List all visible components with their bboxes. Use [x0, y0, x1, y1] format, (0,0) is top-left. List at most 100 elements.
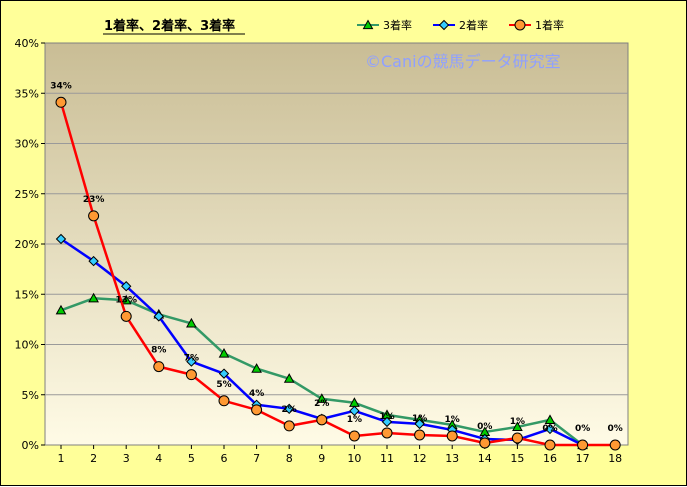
y-tick-label: 10% — [15, 339, 39, 352]
x-tick-label: 13 — [445, 452, 459, 465]
y-tick-label: 5% — [22, 389, 39, 402]
point-marker — [362, 19, 374, 30]
point-marker — [609, 439, 621, 451]
point-marker — [88, 210, 100, 222]
data-label: 4% — [249, 389, 264, 399]
y-tick-label: 0% — [22, 439, 39, 452]
point-marker — [55, 233, 67, 245]
data-label: 0% — [477, 422, 492, 432]
x-tick-label: 5 — [188, 452, 195, 465]
x-tick-label: 3 — [123, 452, 130, 465]
data-label: 1% — [412, 414, 427, 424]
point-marker — [153, 361, 165, 373]
point-marker — [479, 437, 491, 449]
series-1着率 — [55, 96, 621, 451]
axes: 0%5%10%15%20%25%30%35%40%1 2 3 4 5 6 7 8 9 10 11 12… — [15, 37, 623, 465]
data-label: 23% — [83, 195, 105, 205]
point-marker — [120, 281, 132, 292]
data-label: 2% — [314, 399, 329, 409]
series-line — [59, 101, 616, 447]
point-marker — [120, 294, 132, 305]
point-marker — [120, 310, 132, 322]
watermark-text: ©Caniの競馬データ研究室 — [365, 52, 561, 71]
point-marker — [446, 430, 458, 442]
point-marker — [186, 356, 197, 367]
point-marker — [514, 19, 526, 31]
point-marker — [544, 423, 556, 435]
x-tick-label: 10 — [347, 452, 361, 465]
point-marker — [577, 439, 589, 451]
point-marker — [381, 416, 393, 428]
data-labels: 34% 23% 13% 8% 7% 5% 4% 2% 2% 1% 1% 1% 1% 0% 1% 0% 0% 0% — [50, 81, 623, 434]
x-tick-label: 2 — [90, 452, 97, 465]
point-marker — [186, 317, 197, 328]
legend-label: 3着率 — [383, 18, 412, 32]
x-tick-label: 12 — [413, 452, 427, 465]
point-marker — [218, 368, 230, 379]
y-tick-label: 35% — [15, 87, 39, 100]
point-marker — [283, 373, 295, 383]
point-marker — [381, 427, 393, 439]
x-tick-label: 16 — [543, 452, 557, 465]
x-tick-label: 18 — [608, 452, 622, 465]
x-tick-label: 11 — [380, 452, 394, 465]
x-tick-label: 4 — [155, 452, 162, 465]
point-marker — [283, 403, 295, 415]
y-tick-label: 25% — [15, 188, 39, 201]
point-marker — [88, 292, 99, 303]
point-marker — [153, 311, 165, 322]
legend-label: 2着率 — [459, 18, 488, 32]
point-marker — [316, 414, 328, 426]
point-marker — [283, 420, 295, 432]
gridlines — [45, 92, 628, 396]
point-marker — [251, 404, 263, 416]
point-marker — [414, 418, 425, 430]
point-marker — [348, 430, 360, 442]
point-marker — [544, 439, 556, 451]
point-marker — [544, 414, 556, 424]
y-tick-label: 20% — [15, 238, 39, 251]
point-marker — [55, 96, 67, 108]
data-label: 2% — [282, 405, 297, 415]
x-tick-label: 1 — [58, 452, 65, 465]
y-tick-label: 40% — [15, 37, 39, 50]
point-marker — [511, 432, 523, 444]
x-tick-label: 14 — [478, 452, 492, 465]
x-tick-label: 17 — [576, 452, 590, 465]
data-label: 1% — [347, 415, 362, 425]
x-tick-label: 9 — [318, 452, 325, 465]
x-tick-label: 15 — [510, 452, 524, 465]
x-tick-label: 8 — [286, 452, 293, 465]
point-marker — [88, 255, 99, 267]
legend: 3着率 2着率 1着率 — [357, 18, 564, 32]
point-marker — [414, 429, 426, 441]
chart-title: 1着率、2着率、3着率 — [104, 18, 235, 34]
point-marker — [218, 395, 230, 407]
point-marker — [55, 304, 67, 315]
y-tick-label: 15% — [15, 288, 39, 301]
data-label: 1% — [445, 415, 460, 425]
data-label: 1% — [379, 412, 394, 422]
x-tick-label: 7 — [253, 452, 260, 465]
series-lines — [55, 96, 621, 451]
point-marker — [512, 421, 523, 432]
x-tick-label: 6 — [221, 452, 228, 465]
data-label: 8% — [151, 346, 166, 356]
point-marker — [251, 363, 262, 373]
data-label: 0% — [575, 424, 590, 434]
y-tick-label: 30% — [15, 138, 39, 151]
point-marker — [218, 348, 230, 358]
data-label: 34% — [50, 81, 72, 91]
data-label: 1% — [510, 417, 525, 427]
data-label: 13% — [115, 295, 137, 305]
data-label: 0% — [608, 424, 623, 434]
data-label: 0% — [542, 424, 557, 434]
point-marker — [185, 369, 197, 381]
point-marker — [316, 393, 328, 403]
data-label: 5% — [216, 380, 231, 390]
point-marker — [438, 19, 450, 31]
data-label: 7% — [184, 354, 199, 364]
legend-label: 1着率 — [535, 18, 564, 32]
